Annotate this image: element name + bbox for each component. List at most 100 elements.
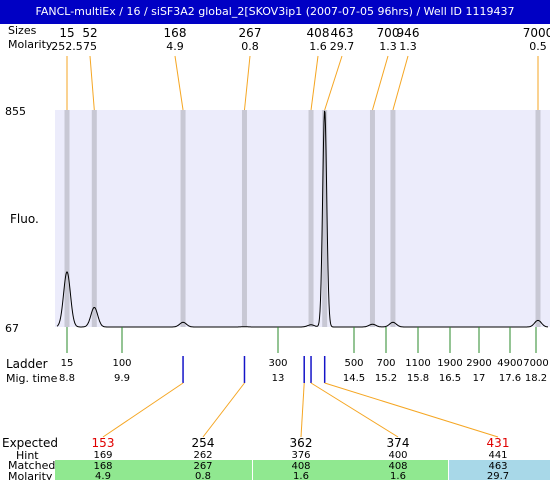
peak-size-label: 408 bbox=[307, 26, 330, 40]
peak-band bbox=[64, 110, 70, 327]
hint-value: 262 bbox=[193, 450, 212, 461]
peak-band bbox=[535, 110, 541, 327]
peak-size-label: 700 bbox=[377, 26, 400, 40]
peak-molarity-label: 29.7 bbox=[330, 40, 355, 53]
peak-band bbox=[308, 110, 314, 327]
ladder-size-label: 2900 bbox=[466, 358, 491, 369]
peak-connector bbox=[392, 55, 409, 111]
ladder-size-label: 15 bbox=[61, 358, 74, 369]
y-tick-label: 67 bbox=[5, 322, 19, 335]
peak-connector bbox=[243, 55, 251, 111]
peak-connector bbox=[310, 55, 319, 111]
hint-value: 376 bbox=[291, 450, 310, 461]
matched-label: Matched bbox=[8, 459, 55, 472]
peak-connector bbox=[371, 55, 389, 111]
peak-band bbox=[180, 110, 186, 327]
peak-molarity-label: 75 bbox=[83, 40, 97, 53]
matched-cell bbox=[348, 460, 448, 480]
peak-band bbox=[91, 110, 97, 327]
expected-value: 153 bbox=[92, 436, 115, 450]
y-axis-label: Fluo. bbox=[10, 212, 39, 226]
electropherogram-trace bbox=[56, 110, 548, 328]
peak-connector bbox=[324, 55, 343, 111]
ladder-mig-time-label: 15.8 bbox=[407, 373, 429, 384]
peak-molarity-label: 1.3 bbox=[379, 40, 397, 53]
peak-molarity-label: 0.5 bbox=[529, 40, 547, 53]
ladder-label: Ladder bbox=[6, 357, 48, 371]
peak-size-label: 168 bbox=[164, 26, 187, 40]
ladder-mig-time-label: 16.5 bbox=[439, 373, 461, 384]
expected-value: 362 bbox=[290, 436, 313, 450]
ladder-mig-time-label: 14.5 bbox=[343, 373, 365, 384]
expected-value: 431 bbox=[487, 436, 510, 450]
ladder-size-label: 700 bbox=[376, 358, 395, 369]
expected-label: Expected bbox=[2, 436, 58, 450]
matched-value: 408 bbox=[388, 461, 407, 472]
peak-size-label: 15 bbox=[59, 26, 74, 40]
matched-molarity-value: 1.6 bbox=[293, 471, 309, 480]
peak-molarity-label: 252.5 bbox=[51, 40, 83, 53]
hint-value: 400 bbox=[388, 450, 407, 461]
ladder-mig-time-label: 15.2 bbox=[375, 373, 397, 384]
ladder-mig-time-label: 18.2 bbox=[525, 373, 547, 384]
peak-connector bbox=[89, 55, 95, 111]
expected-connector bbox=[310, 382, 399, 438]
peak-band bbox=[322, 110, 328, 327]
expected-connector bbox=[102, 382, 184, 438]
matched-value: 267 bbox=[193, 461, 212, 472]
peak-band bbox=[390, 110, 396, 327]
matched-molarity-value: 4.9 bbox=[95, 471, 111, 480]
ladder-mig-time-label: 17.6 bbox=[499, 373, 521, 384]
peak-size-label: 463 bbox=[331, 26, 354, 40]
ladder-mig-time-label: 9.9 bbox=[114, 373, 130, 384]
matched-value: 168 bbox=[93, 461, 112, 472]
mig-time-label: Mig. time bbox=[6, 372, 58, 385]
matched-value: 408 bbox=[291, 461, 310, 472]
peak-band bbox=[369, 110, 375, 327]
peak-molarity-label: 1.6 bbox=[309, 40, 327, 53]
ladder-size-label: 1100 bbox=[405, 358, 430, 369]
peak-molarity-label: 4.9 bbox=[166, 40, 184, 53]
expected-connector bbox=[324, 382, 499, 438]
matched-molarity-value: 0.8 bbox=[195, 471, 211, 480]
matched-cell bbox=[153, 460, 252, 480]
molarity-bottom-label: Molarity bbox=[8, 470, 53, 480]
ladder-size-label: 1900 bbox=[437, 358, 462, 369]
ladder-size-label: 500 bbox=[344, 358, 363, 369]
matched-molarity-value: 29.7 bbox=[487, 471, 509, 480]
ladder-size-label: 7000 bbox=[523, 358, 548, 369]
matched-value: 463 bbox=[488, 461, 507, 472]
peak-size-label: 7000 bbox=[523, 26, 550, 40]
ladder-size-label: 100 bbox=[112, 358, 131, 369]
peak-size-label: 946 bbox=[397, 26, 420, 40]
plot-background bbox=[55, 110, 550, 327]
peak-connector bbox=[174, 55, 184, 111]
expected-value: 374 bbox=[387, 436, 410, 450]
expected-value: 254 bbox=[192, 436, 215, 450]
peak-size-label: 52 bbox=[82, 26, 97, 40]
expected-connector bbox=[202, 382, 245, 438]
hint-value: 441 bbox=[488, 450, 507, 461]
peak-molarity-label: 1.3 bbox=[399, 40, 417, 53]
peak-molarity-label: 0.8 bbox=[241, 40, 259, 53]
y-tick-label: 855 bbox=[5, 105, 26, 118]
ladder-mig-time-label: 8.8 bbox=[59, 373, 75, 384]
ladder-size-label: 4900 bbox=[497, 358, 522, 369]
molarity-row-label: Molarity bbox=[8, 38, 53, 51]
matched-cell bbox=[449, 460, 550, 480]
sizes-row-label: Sizes bbox=[8, 24, 37, 37]
hint-label: Hint bbox=[16, 449, 39, 462]
peak-band bbox=[241, 110, 247, 327]
ladder-mig-time-label: 17 bbox=[473, 373, 486, 384]
ladder-size-label: 300 bbox=[268, 358, 287, 369]
ladder-mig-time-label: 13 bbox=[272, 373, 285, 384]
matched-cell bbox=[55, 460, 153, 480]
peak-size-label: 267 bbox=[239, 26, 262, 40]
matched-molarity-value: 1.6 bbox=[390, 471, 406, 480]
expected-connector bbox=[300, 382, 305, 438]
hint-value: 169 bbox=[93, 450, 112, 461]
window-title: FANCL-multiEx / 16 / siSF3A2 global_2[SK… bbox=[0, 0, 550, 24]
matched-cell bbox=[253, 460, 350, 480]
